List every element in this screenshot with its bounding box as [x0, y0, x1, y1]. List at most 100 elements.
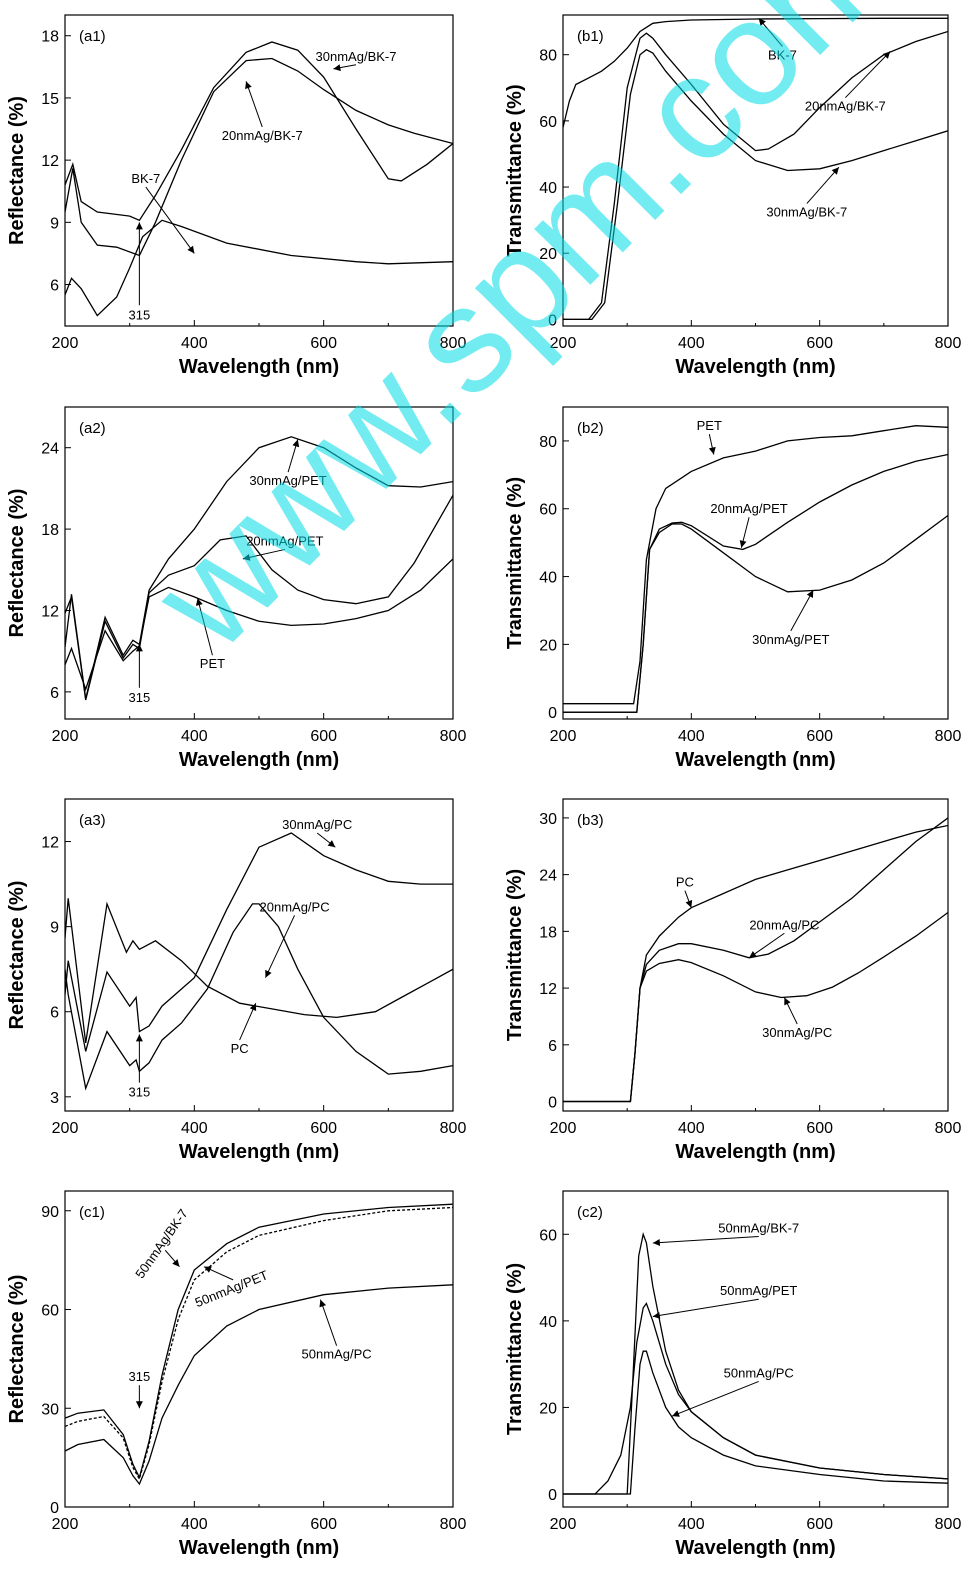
annotation-arrow	[748, 932, 785, 959]
annotation-arrow	[671, 1381, 759, 1417]
chart-panel-b2: 200 400 600 800 0 20 40 60 80 Wavelength (nm) Tran…	[504, 406, 962, 771]
y-tick-label: 0	[548, 1095, 557, 1112]
x-tick-label: 600	[806, 335, 833, 352]
x-tick-label: 600	[310, 1120, 337, 1137]
annotation-label: 315	[129, 307, 151, 322]
annotation-arrowhead	[749, 950, 757, 958]
annotation-arrow	[145, 186, 195, 254]
y-tick-label: 18	[539, 924, 557, 941]
x-tick-label: 800	[440, 1516, 467, 1533]
y-tick-label: 90	[41, 1204, 59, 1221]
y-axis-title: Reflectance (%)	[6, 96, 28, 245]
x-tick-label: 200	[550, 1120, 577, 1137]
annotation-label: 20nmAg/PET	[710, 501, 787, 516]
y-axis-title: Transmittance (%)	[504, 84, 526, 256]
annotation-label: 30nmAg/PET	[249, 473, 326, 488]
x-tick-label: 800	[935, 728, 962, 745]
annotation-arrow	[245, 81, 263, 128]
annotation-label: 50nmAg/PET	[193, 1267, 270, 1310]
y-tick-label: 6	[50, 1005, 59, 1022]
x-tick-label: 200	[52, 1120, 79, 1137]
annotation-arrowhead	[135, 222, 143, 230]
annotation-arrowhead	[195, 598, 203, 606]
series-line-20nmag-pc	[563, 817, 948, 1103]
annotation-label: 50nmAg/PET	[720, 1283, 797, 1298]
x-tick-label: 400	[181, 1516, 208, 1533]
annotation-label: 315	[129, 1085, 151, 1100]
y-tick-label: 60	[41, 1303, 59, 1320]
series-line-50nmag-pet	[65, 1206, 453, 1481]
y-tick-label: 6	[50, 278, 59, 295]
annotation-arrow	[806, 166, 840, 204]
y-tick-label: 40	[539, 180, 557, 197]
y-tick-label: 60	[539, 1227, 557, 1244]
y-tick-label: 3	[50, 1090, 59, 1107]
x-tick-label: 800	[935, 1120, 962, 1137]
annotation-arrow	[652, 1235, 759, 1244]
annotation-label: PC	[231, 1041, 249, 1056]
y-tick-label: 0	[548, 312, 557, 329]
x-tick-label: 600	[310, 335, 337, 352]
x-axis-title: Wavelength (nm)	[179, 1141, 339, 1163]
annotation-arrowhead	[685, 899, 693, 908]
x-tick-label: 200	[52, 728, 79, 745]
annotation-arrow	[790, 589, 814, 632]
annotation-label: 30nmAg/BK-7	[316, 49, 397, 64]
y-tick-label: 30	[539, 811, 557, 828]
x-axis-title: Wavelength (nm)	[675, 356, 835, 378]
annotation-label: 20nmAg/PC	[260, 899, 330, 914]
annotation-arrow	[242, 548, 285, 560]
series-line-50nmag-bk-7	[65, 1203, 453, 1480]
x-tick-label: 800	[440, 335, 467, 352]
x-tick-label: 400	[678, 728, 705, 745]
x-tick-label: 600	[806, 1120, 833, 1137]
annotation-arrowhead	[319, 1299, 327, 1308]
annotation-label: 50nmAg/BK-7	[132, 1206, 191, 1281]
chart-panel-b1: 200 400 600 800 0 20 40 60 80 Wavelength (nm) Tran…	[504, 14, 961, 378]
y-tick-label: 0	[548, 1487, 557, 1504]
annotation-arrowhead	[135, 644, 143, 652]
y-tick-label: 6	[548, 1038, 557, 1055]
chart-panel-c2: 200 400 600 800 0 20 40 60 Wavelength (nm) Transm…	[504, 1190, 962, 1559]
annotation-label: 30nmAg/BK-7	[766, 205, 847, 220]
series-line-bk-7	[563, 17, 948, 128]
y-tick-label: 40	[539, 1314, 557, 1331]
panel-label: (b1)	[577, 28, 604, 45]
annotation-label: 20nmAg/BK-7	[805, 99, 886, 114]
y-tick-label: 6	[50, 685, 59, 702]
series-line-pet	[65, 558, 453, 692]
panel-label: (b2)	[577, 420, 604, 437]
plot-frame	[64, 1190, 454, 1508]
plot-frame	[562, 1190, 949, 1508]
series-line-50nmag-pet	[563, 1302, 948, 1495]
x-tick-label: 800	[935, 1516, 962, 1533]
x-axis-title: Wavelength (nm)	[675, 1141, 835, 1163]
annotation-label: 50nmAg/PC	[302, 1347, 372, 1362]
x-tick-label: 200	[52, 335, 79, 352]
annotation-label: 315	[129, 1369, 151, 1384]
annotation-arrow	[265, 915, 296, 978]
series-line-50nmag-pc	[563, 1350, 948, 1495]
annotation-arrowhead	[327, 840, 336, 848]
y-tick-label: 40	[539, 570, 557, 587]
annotation-label: PC	[676, 875, 694, 890]
y-tick-label: 20	[539, 637, 557, 654]
panel-label: (a1)	[79, 28, 106, 45]
series-line-20nmag-bk-7	[563, 30, 948, 321]
annotation-arrowhead	[708, 446, 716, 455]
x-tick-label: 600	[806, 728, 833, 745]
x-axis-title: Wavelength (nm)	[179, 1537, 339, 1559]
annotation-label: 30nmAg/PET	[752, 632, 829, 647]
y-tick-label: 30	[41, 1401, 59, 1418]
annotation-arrowhead	[882, 51, 891, 59]
panel-label: (a2)	[79, 420, 106, 437]
annotation-label: BK-7	[131, 171, 160, 186]
x-tick-label: 800	[440, 728, 467, 745]
series-line-30nmag-pc	[563, 911, 948, 1103]
series-line-30nmag-bk-7	[65, 41, 453, 222]
y-axis-title: Transmittance (%)	[504, 1263, 526, 1435]
chart-panel-a2: 200 400 600 800 6 12 18 24 Wavelength (nm) Reflec…	[6, 406, 467, 771]
annotation-arrowhead	[135, 1034, 143, 1042]
